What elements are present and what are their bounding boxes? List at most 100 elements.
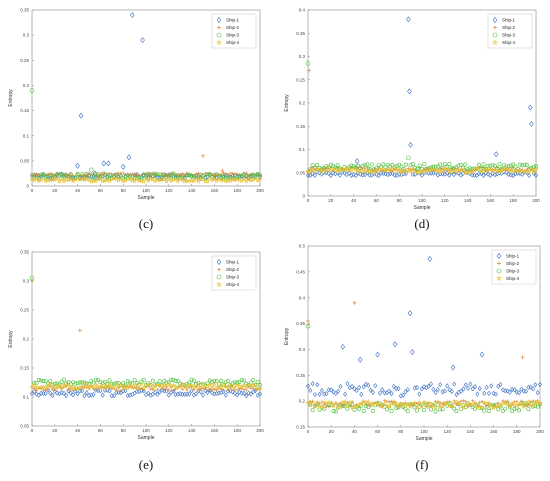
y-tick-label: 0.25 <box>296 77 305 82</box>
data-point <box>471 399 475 403</box>
data-point <box>94 387 98 391</box>
data-point <box>504 400 511 406</box>
data-point <box>335 163 340 168</box>
data-point <box>161 382 167 388</box>
data-point <box>451 166 456 171</box>
data-point <box>128 380 133 385</box>
data-point <box>111 385 117 391</box>
y-tick-label: 0.5 <box>299 244 306 249</box>
panel-label: (f) <box>416 457 429 472</box>
data-point <box>100 384 106 390</box>
data-point <box>308 172 313 178</box>
data-point <box>357 406 362 411</box>
data-point <box>385 162 390 167</box>
data-point <box>425 404 432 410</box>
data-point <box>524 388 529 394</box>
data-point <box>328 399 334 405</box>
data-point <box>98 379 103 384</box>
data-point <box>432 404 439 410</box>
data-point <box>221 175 226 180</box>
data-point <box>314 399 320 405</box>
data-point <box>125 175 131 181</box>
data-point <box>525 398 532 405</box>
data-point <box>221 389 226 395</box>
data-point <box>59 171 64 176</box>
data-point <box>396 386 401 392</box>
data-point <box>122 383 129 389</box>
data-point <box>162 387 166 391</box>
data-point <box>61 377 66 382</box>
data-point <box>234 176 240 182</box>
data-point <box>39 378 44 383</box>
outlier-point <box>410 349 415 355</box>
data-point <box>141 178 147 184</box>
data-point <box>399 164 404 169</box>
data-point <box>160 386 164 391</box>
data-point <box>104 177 110 183</box>
data-point <box>132 390 137 396</box>
data-point <box>390 170 395 176</box>
data-point <box>251 386 255 390</box>
x-tick-label: 180 <box>233 428 241 433</box>
data-point <box>435 164 440 169</box>
data-point <box>333 401 339 407</box>
data-point <box>103 171 107 175</box>
data-point <box>522 162 527 167</box>
data-point <box>487 166 494 172</box>
data-point <box>91 391 96 398</box>
x-tick-label: 100 <box>142 428 150 433</box>
data-point <box>155 172 160 177</box>
data-point <box>396 167 402 173</box>
y-tick-label: 0.4 <box>299 295 306 300</box>
outlier-point <box>126 154 132 161</box>
data-point <box>157 389 162 395</box>
outlier-point <box>340 343 346 350</box>
data-point <box>166 380 171 385</box>
data-point <box>497 402 504 409</box>
legend-marker <box>216 281 222 288</box>
data-point <box>328 172 333 178</box>
data-point <box>193 176 199 182</box>
outlier-point <box>75 162 80 169</box>
data-point <box>496 407 501 412</box>
data-point <box>239 378 244 383</box>
legend-marker <box>216 17 222 23</box>
data-point <box>324 391 329 397</box>
data-point <box>223 392 228 398</box>
data-point <box>391 383 396 390</box>
legend-marker <box>493 25 497 30</box>
x-tick-label: 180 <box>509 198 517 203</box>
data-point <box>118 390 123 396</box>
data-point <box>180 172 185 176</box>
data-point <box>396 405 401 410</box>
series-ship-1 <box>306 255 542 399</box>
outlier-point <box>305 323 311 329</box>
data-point <box>461 399 466 403</box>
data-point <box>146 380 151 385</box>
data-point <box>347 399 353 405</box>
y-tick-label: 0.25 <box>20 308 29 313</box>
data-point <box>419 402 424 407</box>
data-point <box>392 165 397 170</box>
legend-marker <box>496 275 502 282</box>
data-point <box>433 409 438 414</box>
legend-box <box>487 13 533 49</box>
y-tick-label: 0.4 <box>299 8 306 13</box>
outlier-point <box>78 112 84 119</box>
outlier-point <box>352 300 357 305</box>
outlier-point <box>406 16 411 23</box>
data-point <box>97 175 104 181</box>
data-point <box>454 408 459 413</box>
data-point <box>68 390 73 396</box>
data-point <box>164 388 169 394</box>
legend-box <box>211 13 257 49</box>
outlier-point <box>375 351 380 358</box>
data-point <box>312 392 317 398</box>
data-point <box>200 176 206 182</box>
data-point <box>169 171 173 175</box>
data-point <box>521 403 527 409</box>
data-point <box>52 381 57 386</box>
data-point <box>56 382 63 388</box>
data-point <box>447 172 452 178</box>
legend-entry: Ship-3 <box>226 275 240 280</box>
